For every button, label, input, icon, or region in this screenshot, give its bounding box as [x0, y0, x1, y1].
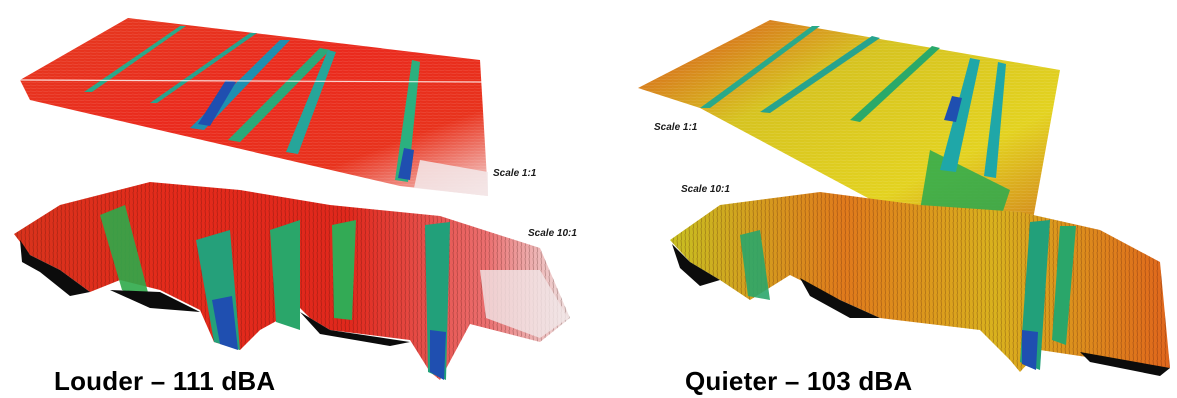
quieter-relief-surface [670, 192, 1170, 376]
quieter-flat-surface [638, 20, 1060, 236]
quieter-scale-flat-label: Scale 1:1 [654, 122, 698, 133]
louder-scale-flat-label: Scale 1:1 [493, 168, 537, 179]
louder-relief-surface [14, 182, 570, 380]
quieter-caption: Quieter – 103 dBA [685, 366, 913, 396]
louder-caption: Louder – 111 dBA [54, 366, 276, 396]
louder-flat-surface [19, 18, 488, 196]
louder-scale-relief-label: Scale 10:1 [528, 228, 577, 239]
quieter-scale-relief-label: Scale 10:1 [681, 184, 730, 195]
